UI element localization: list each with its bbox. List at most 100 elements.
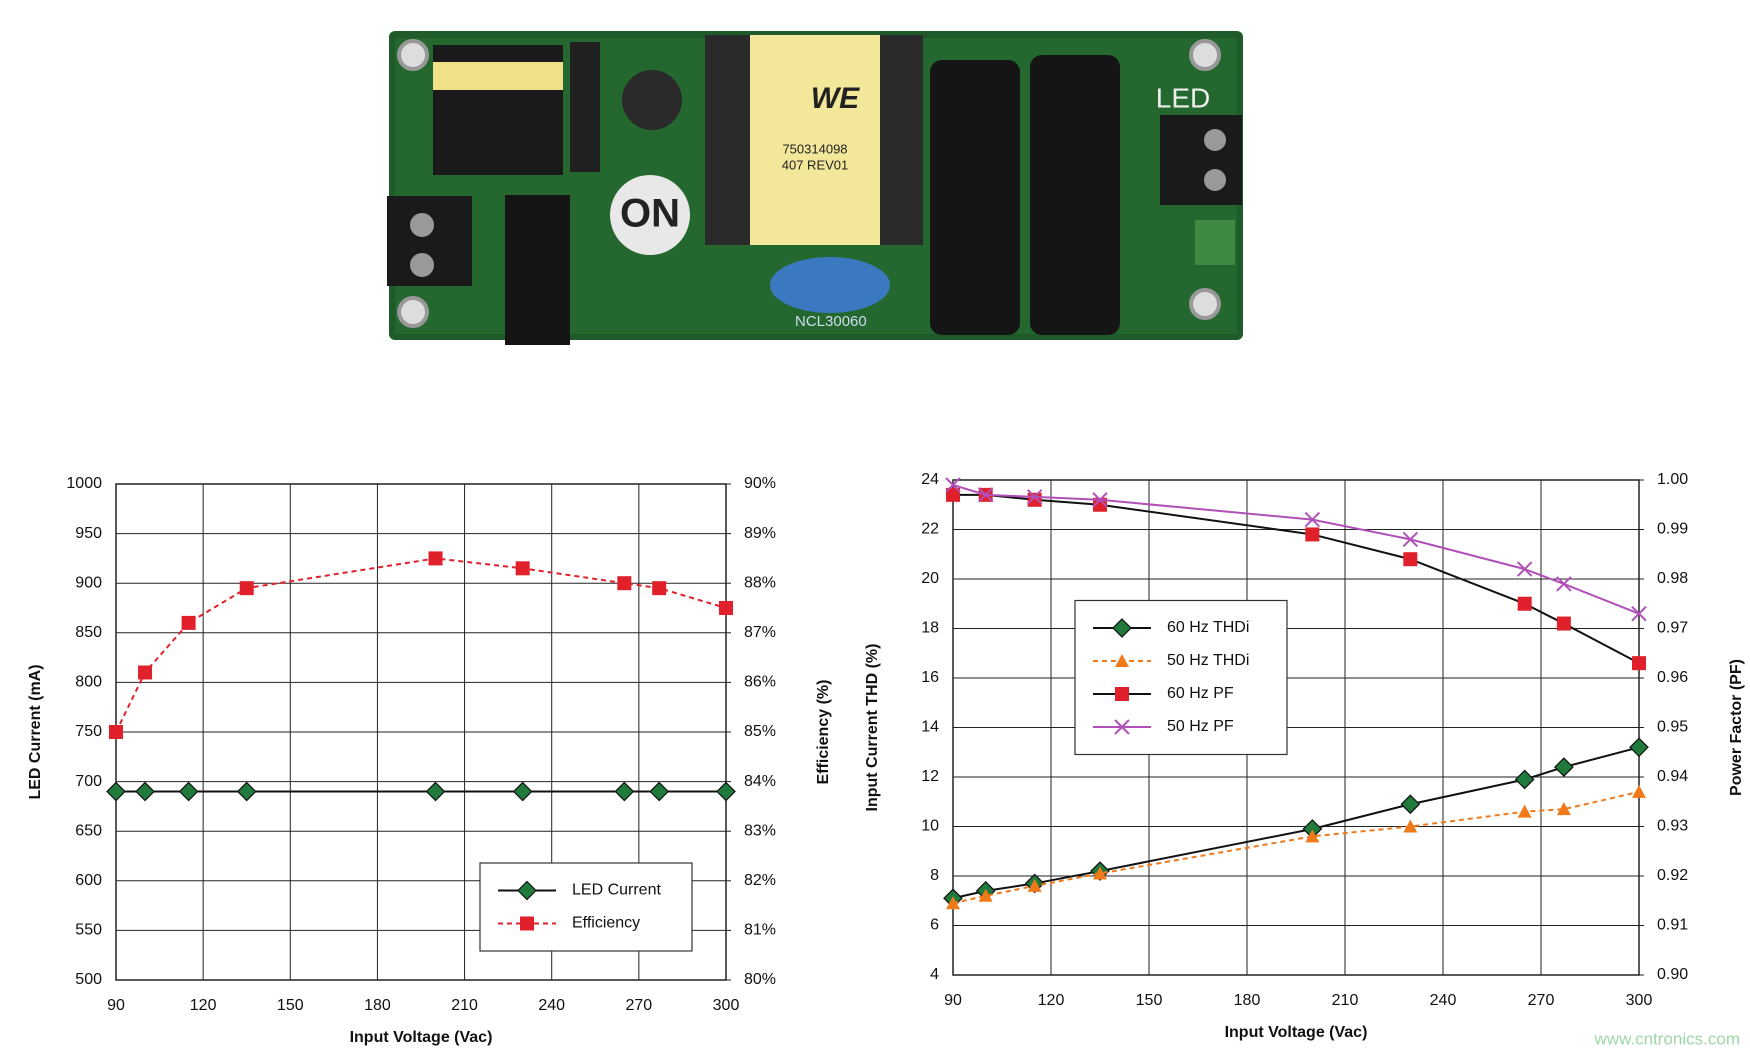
marker-diamond	[135, 781, 155, 802]
y2-tick-label: 0.93	[1657, 818, 1688, 835]
x-axis-label: Input Voltage (Vac)	[1225, 1024, 1368, 1041]
marker-diamond	[1514, 769, 1535, 790]
y2-tick-label: 0.92	[1657, 867, 1688, 884]
marker-triangle	[946, 896, 960, 910]
watermark: www.cntronics.com	[1594, 1029, 1740, 1048]
terminal	[1195, 220, 1235, 265]
marker-diamond	[517, 880, 537, 901]
transformer-brand: WE	[811, 82, 860, 115]
marker-x	[1304, 511, 1321, 528]
connector-label: LED	[1156, 82, 1210, 113]
x-tick-label: 120	[190, 997, 217, 1014]
marker-diamond	[649, 781, 670, 802]
y2-tick-label: 84%	[744, 773, 776, 790]
series-line	[952, 483, 1640, 615]
marker-x	[1516, 561, 1533, 577]
marker-square	[652, 581, 667, 596]
x-tick-label: 90	[107, 997, 125, 1014]
plot-frame	[952, 479, 1640, 976]
marker-diamond	[716, 781, 736, 802]
mount-hole	[1189, 39, 1221, 71]
y2-tick-label: 85%	[744, 723, 776, 740]
x-tick-label: 150	[277, 997, 304, 1014]
series-line	[952, 790, 1640, 905]
marker-square	[428, 551, 443, 566]
screw	[1204, 129, 1226, 151]
y-tick-label: 550	[75, 922, 102, 939]
marker-triangle	[1632, 784, 1646, 798]
y2-tick-label: 86%	[744, 674, 776, 691]
x-tick-label: 120	[1038, 992, 1065, 1009]
y-tick-label: 22	[921, 521, 939, 538]
marker-square	[1027, 492, 1042, 507]
y-tick-label: 16	[921, 669, 939, 686]
y2-tick-label: 0.91	[1657, 917, 1688, 934]
y-tick-label: 6	[930, 917, 939, 934]
marker-diamond	[236, 781, 257, 802]
y-tick-label: 600	[75, 872, 102, 889]
y2-tick-label: 0.96	[1657, 669, 1688, 686]
marker-square	[109, 725, 123, 739]
marker-square	[181, 615, 196, 630]
y-tick-label: 500	[75, 971, 102, 988]
y2-tick-label: 0.95	[1657, 719, 1688, 736]
marker-square	[138, 665, 153, 680]
y2-axis-label: Efficiency (%)	[815, 680, 832, 785]
y-capacitor	[770, 257, 890, 313]
x-tick-label: 270	[626, 997, 653, 1014]
y2-tick-label: 82%	[744, 872, 776, 889]
legend: 60 Hz THDi 50 Hz THDi 60 Hz PF 50 Hz PF	[1074, 599, 1288, 756]
mount-hole	[1189, 288, 1221, 320]
y2-tick-label: 0.94	[1657, 768, 1688, 785]
marker-triangle	[1403, 819, 1418, 833]
y-axis-label: LED Current (mA)	[27, 664, 44, 799]
marker-square	[239, 581, 254, 596]
chart: 90 120 150 180 210 240 270 300 500 550 600 650 700 75…	[27, 475, 832, 1046]
transformer-rev: 407 REV01	[782, 157, 849, 172]
legend-label: LED Current	[572, 882, 661, 899]
choke	[505, 195, 570, 345]
x-tick-label: 210	[1332, 992, 1359, 1009]
marker-x	[977, 487, 994, 503]
x-tick-label: 240	[538, 997, 565, 1014]
screw	[410, 213, 434, 237]
marker-diamond	[1554, 757, 1574, 777]
x-axis-label: Input Voltage (Vac)	[350, 1029, 493, 1046]
y2-tick-label: 88%	[744, 574, 776, 591]
marker-triangle	[1027, 878, 1042, 892]
legend-label: 60 Hz THDi	[1167, 619, 1249, 636]
legend: LED Current Efficiency	[479, 862, 693, 952]
marker-diamond	[1112, 618, 1132, 638]
marker-square	[515, 561, 530, 576]
y-tick-label: 850	[75, 624, 102, 641]
legend-label: Efficiency	[572, 915, 640, 932]
x-tick-label: 240	[1430, 992, 1457, 1009]
marker-square	[1403, 552, 1418, 567]
pcb-photo: ON WE 750314098 407 REV01 NCL30060 LED	[387, 31, 1243, 345]
marker-diamond	[106, 781, 126, 802]
marker-square	[1556, 616, 1571, 631]
x-tick-label: 180	[364, 997, 391, 1014]
y-tick-label: 650	[75, 822, 102, 839]
marker-square	[1115, 687, 1129, 701]
y2-axis-label: Power Factor (PF)	[1728, 659, 1745, 796]
marker-diamond	[425, 781, 446, 802]
bulk-capacitor	[930, 60, 1020, 335]
output-connector	[1160, 115, 1242, 205]
marker-diamond	[178, 781, 199, 802]
marker-diamond	[512, 781, 533, 802]
screw	[410, 253, 434, 277]
legend-label: 50 Hz PF	[1167, 718, 1234, 735]
y-tick-label: 12	[921, 768, 939, 785]
y-tick-label: 24	[921, 471, 939, 488]
marker-square	[1093, 497, 1107, 512]
y-tick-label: 18	[921, 620, 939, 637]
y2-tick-label: 1.00	[1657, 471, 1688, 488]
inductor	[622, 70, 682, 130]
y2-tick-label: 0.99	[1657, 521, 1688, 538]
y2-tick-label: 0.98	[1657, 570, 1688, 587]
mount-hole	[397, 296, 429, 328]
marker-x	[1114, 719, 1130, 735]
y2-tick-label: 0.90	[1657, 966, 1688, 983]
